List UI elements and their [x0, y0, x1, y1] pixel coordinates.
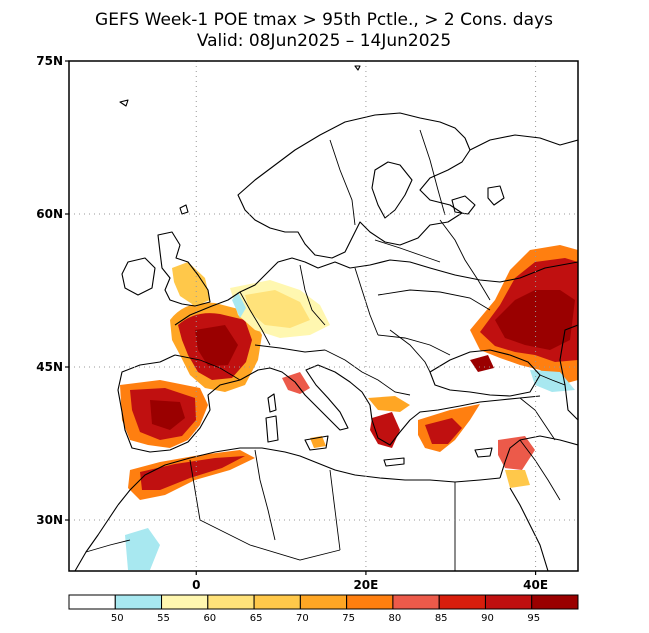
coast-lake-ladoga: [451, 195, 476, 215]
coast-crete: [383, 457, 405, 467]
tick-label-lat: 45N: [36, 360, 63, 374]
coast-shetland: [179, 204, 189, 215]
legend-label: 75: [342, 613, 355, 624]
legend-label: 95: [527, 613, 540, 624]
legend-swatch: [114, 594, 163, 610]
tick-label-lat: 60N: [36, 207, 63, 221]
coast-sicily: [304, 435, 329, 451]
central-europe-shading-light: [232, 292, 246, 318]
border-levant-inner: [519, 439, 561, 501]
sicily-shading: [310, 436, 326, 448]
coast-cyprus: [474, 447, 493, 458]
legend-swatch: [68, 594, 116, 610]
gridlines: [69, 61, 578, 571]
legend-label: 50: [111, 613, 124, 624]
legend-swatch: [484, 594, 533, 610]
legend-swatch: [161, 594, 209, 610]
legend-label: 70: [296, 613, 309, 624]
color-legend: 50 55 60 65 70 75 80 85 90 95: [68, 594, 579, 624]
border-alps: [254, 344, 326, 353]
border-western-sahara: [85, 539, 131, 553]
coast-black-sea: [429, 349, 541, 397]
coast-lake-onega: [487, 185, 505, 206]
coast-arctic-fragment: [119, 99, 129, 107]
border-france-spain: [174, 354, 241, 381]
border-romania: [389, 329, 431, 373]
coast-iberia: [117, 354, 241, 453]
border-ukraine-north: [377, 289, 491, 311]
central-europe-shading-mid: [245, 290, 310, 328]
country-borders: [85, 129, 566, 571]
legend-swatch: [392, 594, 440, 610]
chart-title: GEFS Week-1 POE tmax > 95th Pctle., > 2 …: [95, 10, 553, 30]
crimea-shading: [470, 355, 494, 372]
iberia-shading-peak: [150, 400, 185, 430]
legend-label: 60: [203, 613, 216, 624]
latitude-ticks: 75N 60N 45N 30N: [36, 54, 69, 527]
legend-swatch: [346, 594, 394, 610]
border-germany-poland: [299, 264, 326, 326]
border-russia-west: [439, 219, 491, 301]
uk-shading: [172, 262, 210, 306]
legend-swatch: [299, 594, 348, 610]
coast-sardinia: [265, 415, 279, 443]
france-shading-peak: [195, 325, 238, 366]
coast-west-africa: [74, 504, 119, 571]
legend-label: 85: [435, 613, 448, 624]
map-frame: [68, 60, 579, 572]
legend-label: 80: [389, 613, 402, 624]
tick-label-lon: 0: [192, 578, 200, 592]
border-sweden-norway: [329, 139, 356, 226]
tick-label-lat: 75N: [36, 54, 63, 68]
tick-label-lon: 20E: [353, 578, 378, 592]
legend-label: 65: [250, 613, 263, 624]
map-area: 75N 60N 45N 30N 0 20E 40E: [36, 54, 579, 592]
balkan-shading: [368, 396, 410, 412]
border-turkey-east: [519, 397, 556, 441]
coast-great-britain: [157, 231, 211, 307]
levant-shading-light: [505, 470, 530, 488]
coast-corsica: [267, 393, 277, 413]
coast-red-sea: [509, 487, 549, 571]
tick-label-lon: 40E: [523, 578, 548, 592]
legend-label: 90: [481, 613, 494, 624]
legend-swatch: [531, 594, 579, 610]
legend-swatch: [207, 594, 255, 610]
coast-kola: [469, 134, 578, 151]
coast-scandinavia: [237, 112, 471, 259]
border-libya-west: [329, 469, 341, 551]
chart-subtitle: Valid: 08Jun2025 – 14Jun2025: [197, 31, 451, 51]
border-maghreb-1: [189, 459, 201, 521]
coast-caspian: [559, 324, 578, 421]
coast-med-north: [239, 364, 541, 446]
turkey-shading-core: [425, 418, 462, 444]
border-caucasus: [539, 374, 566, 386]
coastlines: [74, 65, 578, 571]
longitude-ticks: 0 20E 40E: [192, 571, 548, 592]
coast-continent: [174, 257, 578, 326]
border-france-germany: [239, 291, 271, 346]
border-baltics: [374, 239, 441, 263]
nw-africa-shading-light: [125, 528, 160, 570]
levant-shading: [498, 436, 535, 470]
greece-shading: [370, 412, 400, 448]
coast-north-africa: [117, 447, 501, 506]
border-balkans: [324, 349, 411, 396]
coast-ireland: [121, 257, 156, 296]
border-poland-east: [354, 267, 379, 336]
border-maghreb-2: [254, 449, 276, 541]
legend-swatch: [253, 594, 301, 610]
border-sahara: [199, 519, 341, 561]
coast-baltic: [371, 161, 413, 219]
russia-shading-peak: [495, 290, 575, 350]
legend-label: 55: [157, 613, 170, 624]
coast-novaya-fragment: [354, 65, 361, 71]
legend-swatch: [438, 594, 486, 610]
border-finland-russia: [419, 129, 446, 216]
tick-label-lat: 30N: [36, 513, 63, 527]
border-ukraine-south: [377, 334, 451, 356]
